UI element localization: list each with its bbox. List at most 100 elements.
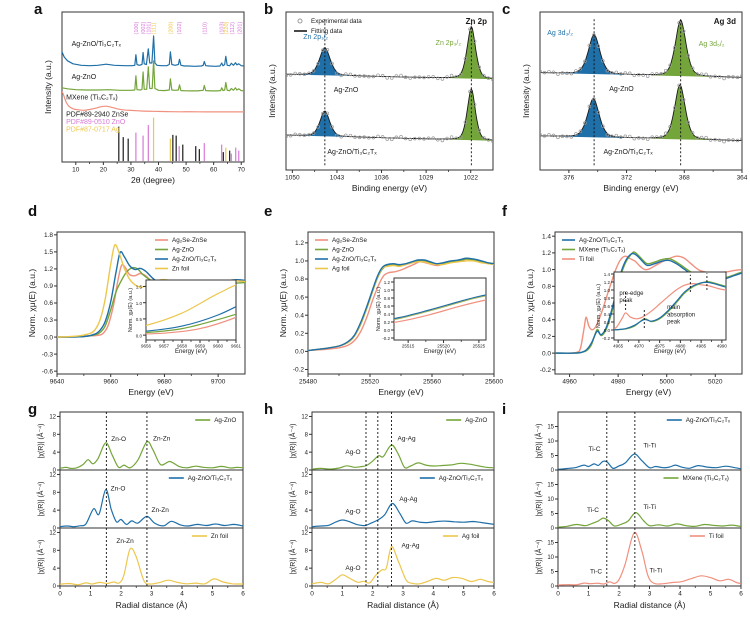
svg-text:(102): (102) [177,21,183,34]
experimental-data-marker [686,53,690,58]
experimental-data-marker [569,71,574,76]
svg-text:9700: 9700 [211,379,226,386]
experimental-data-marker [293,132,297,137]
experimental-data-marker [722,139,726,144]
xps-peak-fill [652,84,708,140]
svg-text:12: 12 [301,531,308,537]
experimental-data-marker [449,135,454,139]
svg-text:0.3: 0.3 [44,317,53,324]
xps-plot: 376 372 368 364 Binding energy (eV) Intensity… [521,11,748,193]
svg-text:50: 50 [182,167,190,174]
experimental-data-marker [413,136,417,141]
svg-text:Ag-ZnO/Ti₃C₂Tₓ: Ag-ZnO/Ti₃C₂Tₓ [172,256,217,263]
series-line [60,440,243,470]
svg-text:|χ(R)| (Å⁻⁴): |χ(R)| (Å⁻⁴) [288,481,297,516]
svg-text:Ag-O: Ag-O [345,449,360,456]
plot-frame [61,11,245,163]
svg-text:12: 12 [49,415,56,421]
experimental-data-marker [605,133,610,137]
svg-text:25480: 25480 [299,379,317,386]
svg-text:0: 0 [53,526,57,532]
experimental-data-marker [394,74,399,78]
experimental-data-marker [663,68,668,73]
svg-text:0.8: 0.8 [295,276,304,283]
experimental-data-marker [408,137,412,142]
fitting-line [540,84,742,142]
svg-text:5: 5 [709,591,713,598]
experimental-data-marker [663,131,668,136]
svg-text:|χ(R)| (Å⁻⁴): |χ(R)| (Å⁻⁴) [36,481,45,516]
experimental-data-marker [321,111,325,116]
svg-text:0: 0 [556,591,560,598]
svg-text:Ti foil: Ti foil [579,256,594,263]
inset-plot: 9656 9657 9658 9659 9660 9661 Energy (eV) 0.0 0.… [128,279,242,355]
experimental-data-marker [578,129,583,134]
svg-text:5000: 5000 [659,379,674,386]
experimental-data-marker [659,72,663,76]
svg-text:0.0: 0.0 [542,350,551,357]
experimental-data-marker [672,46,677,50]
svg-text:peak: peak [619,298,633,304]
svg-text:4965: 4965 [613,344,624,349]
svg-text:Ag-O: Ag-O [345,565,360,572]
svg-text:Ti foil: Ti foil [709,533,724,540]
svg-text:-0.6: -0.6 [42,368,54,375]
svg-text:Zn 2p₁/₂: Zn 2p₁/₂ [303,34,328,41]
svg-text:Ag-Ag: Ag-Ag [401,543,419,550]
experimental-data-marker [316,61,320,66]
experimental-data-marker [491,139,493,144]
experimental-data-marker [601,59,605,63]
panel-i: i 0 5 10 15 |χ(R)| (Å⁻⁴) Ti-C Ti-Ti Ag-ZnO/Ti₃C… [500,402,750,621]
experimental-data-marker [556,72,560,76]
panel-i-letter: i [502,401,507,418]
svg-text:25520: 25520 [361,379,379,386]
svg-text:0.0: 0.0 [136,333,143,338]
svg-text:1022: 1022 [463,175,478,182]
experimental-data-marker [357,135,362,140]
svg-text:1.0: 1.0 [604,288,611,293]
experimental-data-marker [362,135,366,139]
svg-text:9657: 9657 [159,344,170,349]
svg-text:(111): (111) [152,22,158,34]
experimental-data-marker [540,132,542,137]
series-line [558,512,741,528]
svg-text:4: 4 [432,591,436,598]
experimental-data-marker [623,134,628,139]
svg-text:Ag-ZnO/Ti₃C₂Tₓ: Ag-ZnO/Ti₃C₂Tₓ [188,475,233,482]
svg-text:1: 1 [341,591,345,598]
svg-text:9660: 9660 [103,379,118,386]
experimental-data-marker [659,135,663,139]
svg-text:5: 5 [551,454,555,460]
experimental-data-marker [463,120,468,124]
svg-text:368: 368 [679,175,690,182]
svg-text:1.5: 1.5 [136,285,143,290]
experimental-data-marker [583,121,587,125]
svg-text:Ag-ZnO: Ag-ZnO [334,87,359,94]
svg-text:25520: 25520 [437,344,450,349]
svg-text:1.0: 1.0 [295,258,304,265]
experimental-data-marker [385,76,389,80]
panel-b-letter: b [264,1,274,18]
plot-frame [539,11,743,171]
svg-text:6: 6 [739,591,743,598]
experimental-data-marker [311,131,316,135]
panel-d-letter: d [28,203,38,220]
experimental-data-marker [371,74,376,79]
experimental-data-marker [449,73,454,78]
svg-text:Intensity (a.u.): Intensity (a.u.) [43,60,53,114]
svg-text:(103): (103) [220,21,226,34]
experimental-data-marker [422,137,426,141]
experimental-data-marker [717,138,722,142]
experimental-data-marker [445,136,449,141]
experimental-data-marker [726,75,731,79]
svg-text:8: 8 [305,491,309,497]
experimental-data-marker [459,135,463,139]
experimental-data-marker [713,74,717,79]
experimental-data-marker [339,135,343,139]
xrd-plot: 10 20 30 40 50 60 70 2θ (degree) Intensity (a.u.… [43,11,245,185]
svg-text:Zn foil: Zn foil [211,533,228,540]
panel-b: b 1050 1043 1036 1029 1022 Binding energy (eV… [250,0,500,196]
experimental-data-marker [619,135,623,139]
svg-text:Zn-O: Zn-O [111,486,126,493]
